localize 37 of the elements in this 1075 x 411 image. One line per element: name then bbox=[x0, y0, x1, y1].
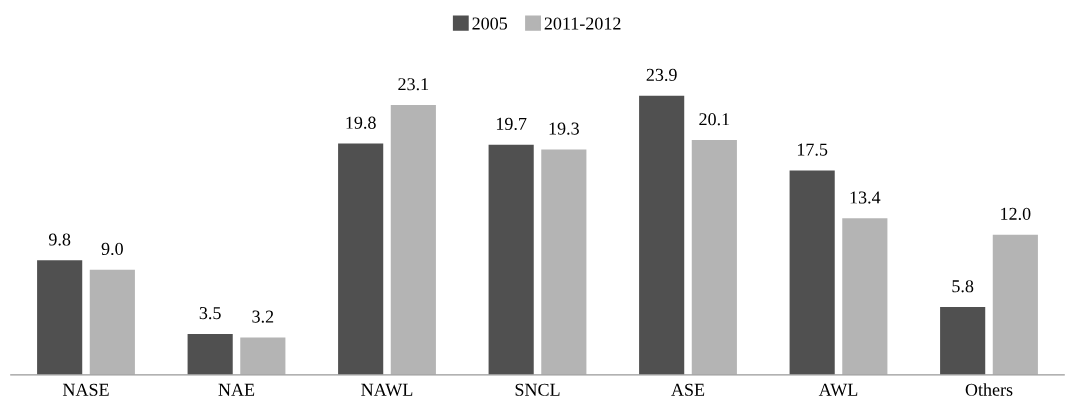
x-tick-label: Others bbox=[965, 383, 1013, 396]
bar bbox=[940, 307, 986, 375]
legend-label: 2005 bbox=[472, 17, 508, 30]
bar bbox=[992, 234, 1038, 375]
bar bbox=[541, 149, 587, 375]
x-tick-label: NAWL bbox=[361, 383, 413, 396]
data-label: 3.5 bbox=[199, 307, 221, 320]
data-label: 13.4 bbox=[850, 191, 881, 204]
data-label: 5.8 bbox=[952, 280, 974, 293]
data-label: 9.8 bbox=[48, 233, 71, 246]
bar bbox=[240, 337, 286, 375]
x-tick-label: NASE bbox=[62, 383, 109, 396]
bar bbox=[89, 269, 135, 375]
data-label: 19.8 bbox=[346, 116, 376, 129]
legend-label: 2011-2012 bbox=[544, 17, 621, 30]
bar bbox=[691, 140, 737, 375]
bar bbox=[338, 143, 384, 375]
data-label: 23.1 bbox=[398, 78, 429, 91]
data-label: 20.1 bbox=[699, 113, 730, 126]
data-label: 23.9 bbox=[646, 68, 677, 81]
data-label: 9.0 bbox=[101, 242, 123, 256]
bar bbox=[187, 333, 233, 375]
data-label: 12.0 bbox=[1001, 207, 1031, 220]
x-tick-label: SNCL bbox=[515, 383, 560, 396]
bar bbox=[842, 218, 888, 375]
bar bbox=[390, 105, 436, 375]
bar bbox=[789, 170, 835, 375]
data-label: 19.7 bbox=[496, 117, 527, 131]
data-label: 17.5 bbox=[797, 143, 828, 156]
bar bbox=[37, 260, 83, 375]
x-tick-label: ASE bbox=[671, 383, 705, 396]
x-tick-label: NAE bbox=[218, 383, 255, 396]
data-label: 3.2 bbox=[252, 310, 274, 323]
x-tick-label: AWL bbox=[818, 383, 858, 396]
bar bbox=[639, 95, 685, 375]
bar bbox=[488, 144, 534, 375]
data-label: 19.3 bbox=[549, 122, 579, 135]
